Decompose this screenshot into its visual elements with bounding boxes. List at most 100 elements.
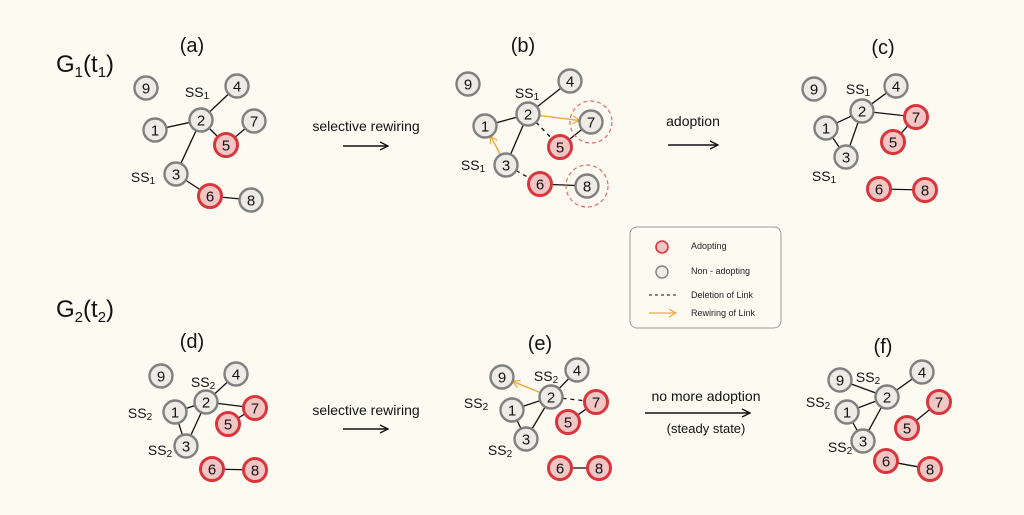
node-4-non-adopting: 4 bbox=[909, 359, 935, 385]
node-number: 1 bbox=[843, 405, 851, 422]
node-7-non-adopting: 7 bbox=[241, 108, 267, 134]
seed-set-label: SS2 bbox=[148, 442, 173, 460]
panel-label: (e) bbox=[528, 333, 552, 355]
node-number: 5 bbox=[889, 135, 897, 152]
node-9-non-adopting: 9 bbox=[455, 71, 481, 97]
seed-set-label: SS1 bbox=[185, 84, 210, 102]
seed-set-label: SS2 bbox=[534, 368, 559, 386]
node-8-non-adopting: 8 bbox=[238, 187, 264, 213]
node-number: 9 bbox=[157, 369, 165, 386]
node-number: 4 bbox=[566, 74, 574, 91]
node-number: 8 bbox=[595, 461, 603, 478]
edge-1-2 bbox=[185, 404, 196, 410]
edge-5-7 bbox=[576, 408, 588, 416]
deleted-edge-2-7 bbox=[562, 397, 585, 402]
seed-set-label: SS1 bbox=[812, 168, 837, 186]
seed-set-label: SS2 bbox=[488, 442, 513, 460]
node-number: 6 bbox=[208, 462, 216, 479]
rewired-edge-2-7 bbox=[539, 114, 581, 125]
edge-2-4 bbox=[536, 87, 562, 108]
node-3-non-adopting: 3 bbox=[850, 428, 876, 454]
transition-label: selective rewiring bbox=[312, 402, 419, 418]
node-number: 4 bbox=[232, 367, 240, 384]
edge-2-4 bbox=[870, 92, 888, 105]
node-number: 6 bbox=[556, 461, 564, 478]
node-7-adopting: 7 bbox=[926, 389, 952, 415]
node-1-non-adopting: 1 bbox=[813, 115, 839, 141]
node-6-adopting: 6 bbox=[866, 176, 892, 202]
edge-9-2 bbox=[850, 383, 877, 394]
edge-7-5 bbox=[915, 408, 931, 422]
node-4-non-adopting: 4 bbox=[224, 73, 250, 99]
node-number: 5 bbox=[224, 417, 232, 434]
node-3-non-adopting: 3 bbox=[493, 152, 519, 178]
transition-b-c: adoption bbox=[666, 113, 720, 145]
node-8-adopting: 8 bbox=[242, 457, 268, 483]
node-3-non-adopting: 3 bbox=[513, 426, 539, 452]
node-number: 8 bbox=[247, 193, 255, 210]
node-9-non-adopting: 9 bbox=[133, 75, 159, 101]
edge-1-2 bbox=[857, 400, 877, 409]
node-2-non-adopting: 2 bbox=[515, 101, 541, 127]
legend-label-deletion: Deletion of Link bbox=[691, 290, 754, 300]
transition-label: selective rewiring bbox=[312, 118, 419, 134]
edge-2-3 bbox=[180, 130, 197, 164]
node-number: 2 bbox=[524, 107, 532, 124]
rewired-edge-2-9 bbox=[511, 379, 541, 394]
seed-set-label: SS2 bbox=[191, 374, 216, 392]
edge-1-3 bbox=[831, 137, 841, 148]
edge-2-1 bbox=[166, 121, 190, 129]
node-number: 7 bbox=[912, 110, 920, 127]
seed-set-label: SS2 bbox=[806, 394, 831, 412]
node-number: 1 bbox=[481, 119, 489, 136]
row-title-g1: G1(t1) bbox=[56, 51, 114, 81]
panel-d: (d) SS2 SS2 SS2 1 2 3 4 5 6 7 8 9 bbox=[128, 331, 268, 483]
transition-label: adoption bbox=[666, 113, 720, 129]
node-4-non-adopting: 4 bbox=[223, 361, 249, 387]
rewired-edge-3-1 bbox=[489, 135, 502, 156]
node-8-non-adopting: 8 bbox=[574, 173, 600, 199]
node-number: 1 bbox=[508, 403, 516, 420]
legend-label-non-adopting: Non - adopting bbox=[691, 266, 750, 276]
edge-1-3 bbox=[851, 421, 859, 432]
node-4-non-adopting: 4 bbox=[557, 68, 583, 94]
panel-b: (b) SS1 SS1 1 2 3 4 5 6 7 8 9 bbox=[455, 35, 613, 208]
edge-1-2 bbox=[836, 115, 852, 124]
node-4-non-adopting: 4 bbox=[883, 73, 909, 99]
node-1-non-adopting: 1 bbox=[834, 399, 860, 425]
edge-2-5 bbox=[208, 127, 219, 138]
node-number: 6 bbox=[536, 177, 544, 194]
node-2-non-adopting: 2 bbox=[193, 389, 219, 415]
panel-e: (e) SS2 SS2 SS2 1 2 3 4 5 6 7 8 9 bbox=[464, 333, 612, 481]
edge-7-5 bbox=[900, 125, 909, 134]
transition-a-b: selective rewiring bbox=[312, 118, 420, 146]
seed-set-label: SS1 bbox=[131, 169, 156, 187]
panel-label: (c) bbox=[871, 37, 894, 59]
panel-label: (d) bbox=[180, 331, 204, 353]
node-5-adopting: 5 bbox=[894, 415, 920, 441]
node-6-adopting: 6 bbox=[199, 456, 225, 482]
node-number: 9 bbox=[464, 77, 472, 94]
node-number: 2 bbox=[197, 113, 205, 130]
node-1-non-adopting: 1 bbox=[472, 113, 498, 139]
edge-2-3 bbox=[509, 124, 525, 155]
edge-6-8 bbox=[551, 183, 576, 187]
node-3-non-adopting: 3 bbox=[163, 161, 189, 187]
node-number: 5 bbox=[903, 421, 911, 438]
node-number: 5 bbox=[222, 138, 230, 155]
edge-5-7 bbox=[234, 127, 246, 139]
node-number: 1 bbox=[151, 123, 159, 140]
node-number: 4 bbox=[918, 365, 926, 382]
node-9-non-adopting: 9 bbox=[827, 367, 853, 393]
seed-set-label: SS1 bbox=[461, 157, 486, 175]
node-number: 3 bbox=[842, 150, 850, 167]
node-7-adopting: 7 bbox=[583, 389, 609, 415]
node-number: 2 bbox=[547, 390, 555, 407]
highlight-ring-8 bbox=[565, 164, 609, 208]
node-9-non-adopting: 9 bbox=[148, 363, 174, 389]
seed-set-label: SS2 bbox=[856, 369, 881, 387]
edge-6-8 bbox=[890, 188, 914, 191]
node-number: 8 bbox=[251, 463, 259, 480]
node-3-non-adopting: 3 bbox=[173, 433, 199, 459]
